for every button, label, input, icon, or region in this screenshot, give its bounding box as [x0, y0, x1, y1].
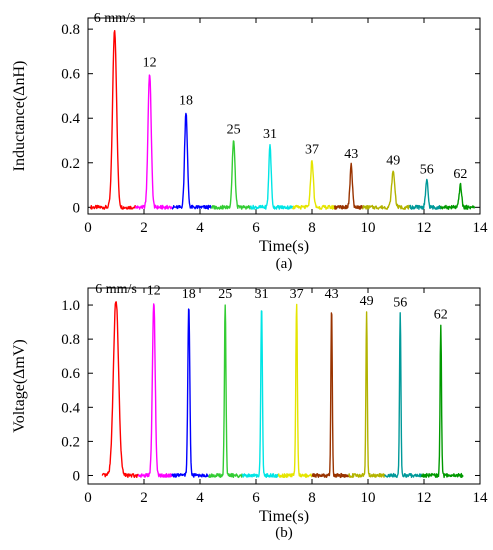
series-line — [134, 74, 173, 210]
x-tick-label: 14 — [473, 220, 489, 236]
y-tick-label: 0.4 — [61, 111, 80, 127]
plot-frame — [87, 287, 481, 485]
series-line — [171, 112, 212, 210]
series-line — [362, 170, 411, 210]
x-tick-label: 0 — [84, 220, 92, 236]
y-tick-label: 0.2 — [61, 434, 80, 450]
series-line — [440, 182, 476, 210]
x-tick-label: 10 — [361, 490, 376, 506]
peak-speed-label: 49 — [360, 294, 374, 309]
series-line — [241, 310, 280, 478]
series-line — [90, 30, 137, 210]
series-line — [420, 324, 464, 479]
peak-speed-label: 25 — [227, 123, 241, 138]
x-tick-label: 12 — [417, 490, 432, 506]
peak-speed-label: 43 — [325, 287, 339, 302]
x-tick-label: 8 — [308, 220, 316, 236]
y-axis-label: Voltage(ΔmV) — [11, 339, 28, 433]
x-tick-label: 6 — [252, 220, 260, 236]
series-line — [277, 303, 313, 478]
peak-speed-label: 18 — [179, 94, 193, 109]
peak-speed-label: 6 mm/s — [95, 282, 137, 297]
plot-frame — [87, 17, 481, 215]
peak-speed-label: 31 — [255, 287, 269, 302]
y-tick-label: 0.6 — [61, 366, 80, 382]
peak-speed-label: 37 — [290, 287, 304, 302]
inductance-panel: 0 2 4 6 8 10 12 14 0 0.2 0.4 0.6 0.8 Time(s) Inductanc… — [11, 11, 488, 272]
x-axis-label: Time(s) — [259, 238, 309, 255]
y-tick-label: 0.8 — [61, 22, 80, 38]
voltage-panel: 0 2 4 6 8 10 12 14 0 0.2 0.4 0.6 0.8 1.0 Time(s) Voltag… — [11, 282, 488, 541]
peak-speed-label: 49 — [386, 154, 400, 169]
series-line — [210, 140, 252, 210]
x-tick-label: 0 — [84, 490, 92, 506]
series-line — [333, 162, 364, 210]
series-line — [409, 178, 442, 210]
panel-label: (b) — [275, 525, 293, 541]
peak-speed-label: 18 — [182, 287, 196, 302]
y-tick-label: 0.2 — [61, 156, 80, 172]
series-line — [311, 312, 350, 479]
x-tick-label: 12 — [417, 220, 432, 236]
y-tick-label: 0.4 — [61, 400, 80, 416]
y-tick-label: 0.6 — [61, 67, 80, 83]
x-tick-label: 8 — [308, 490, 316, 506]
series-line — [171, 308, 210, 478]
x-tick-label: 2 — [140, 490, 148, 506]
peak-speed-label: 56 — [393, 296, 407, 311]
y-axis-label: Inductance(ΔnH) — [11, 61, 28, 172]
series-line — [249, 143, 294, 210]
series-line — [384, 312, 422, 478]
peak-speed-label: 37 — [305, 143, 319, 158]
series-line — [207, 304, 243, 479]
peak-speed-label: 31 — [263, 127, 277, 142]
y-tick-label: 0 — [73, 468, 81, 484]
peak-speed-label: 6 mm/s — [94, 11, 136, 26]
peak-speed-label: 12 — [143, 56, 157, 71]
y-tick-label: 1.0 — [61, 298, 80, 314]
series-line — [291, 159, 336, 210]
peak-speed-label: 56 — [420, 163, 434, 178]
x-tick-label: 2 — [140, 220, 148, 236]
panel-label: (a) — [276, 256, 293, 272]
peak-speed-label: 62 — [434, 307, 448, 322]
x-tick-label: 10 — [361, 220, 376, 236]
peak-speed-label: 12 — [147, 284, 161, 299]
series-line — [137, 303, 173, 478]
series-line — [101, 301, 140, 478]
x-tick-label: 14 — [473, 490, 489, 506]
series-line — [347, 311, 386, 478]
y-tick-label: 0.8 — [61, 332, 80, 348]
x-tick-label: 4 — [196, 220, 204, 236]
peak-speed-label: 43 — [344, 147, 358, 162]
x-axis-label: Time(s) — [259, 508, 309, 525]
x-tick-label: 4 — [196, 490, 204, 506]
peak-speed-label: 62 — [453, 167, 467, 182]
x-tick-label: 6 — [252, 490, 260, 506]
peak-speed-label: 25 — [218, 287, 232, 302]
y-tick-label: 0 — [73, 200, 81, 216]
